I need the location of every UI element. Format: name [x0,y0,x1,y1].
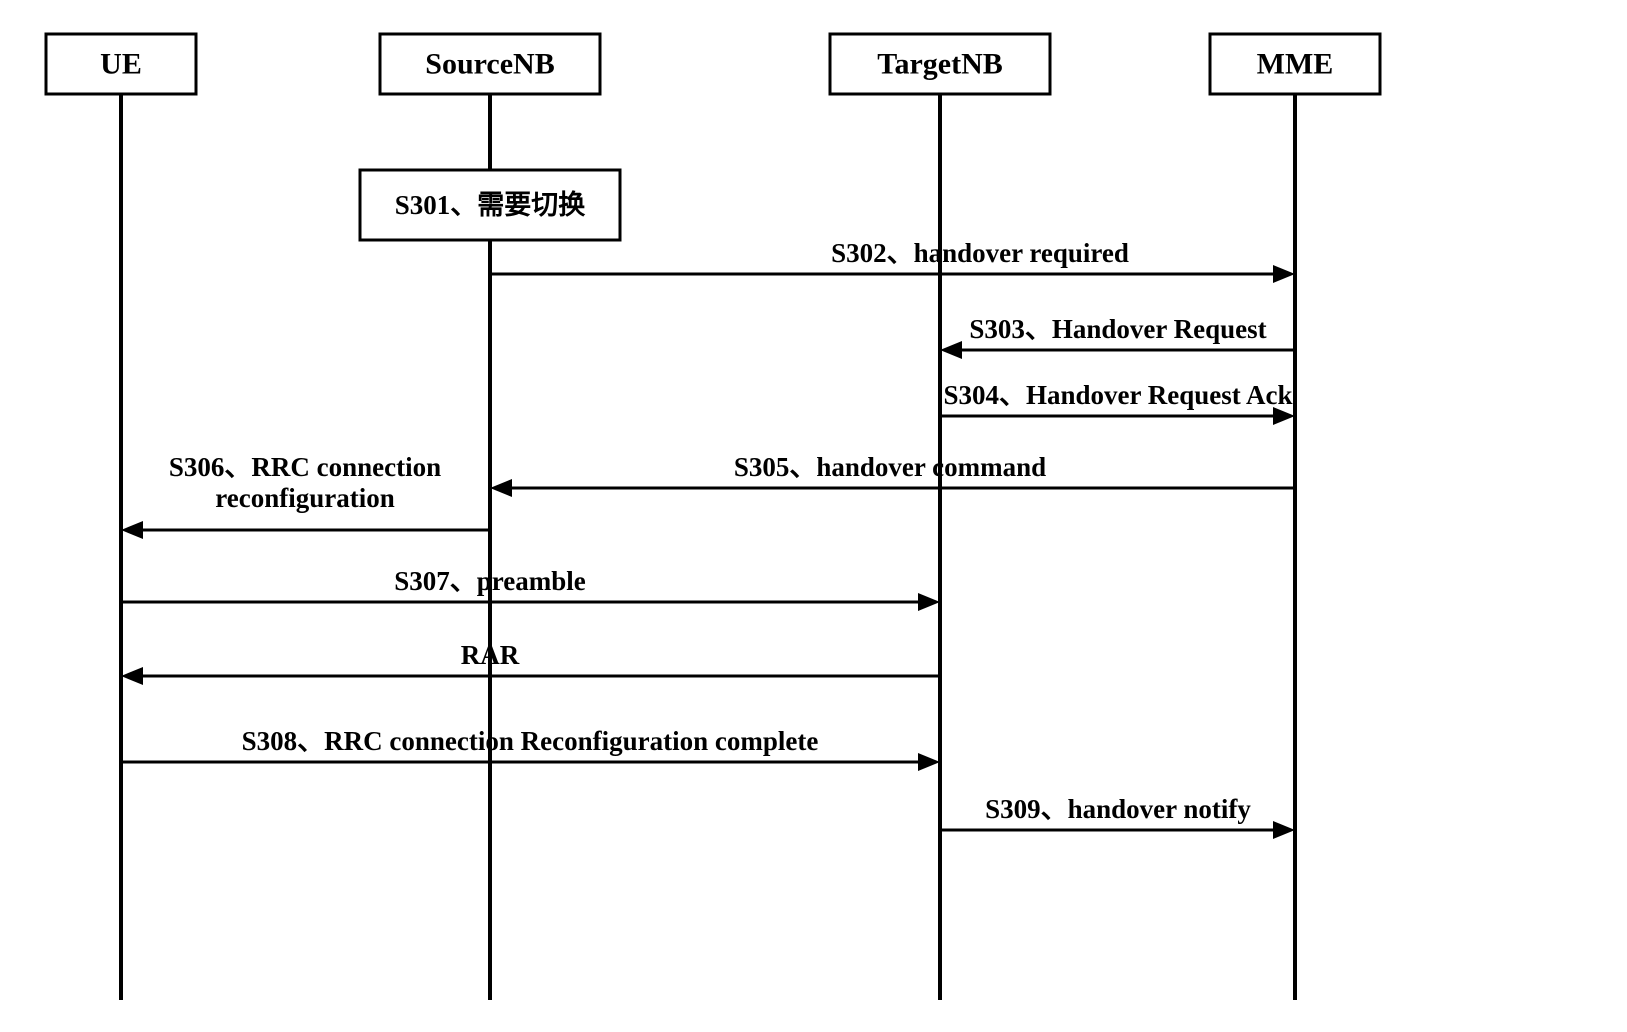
msg-arrowhead-0 [1273,265,1295,283]
actor-label-mme: MME [1257,48,1334,81]
msg-label-5: S307、preamble [394,566,586,596]
self-activity-label: S301、需要切换 [395,190,587,220]
msg-arrowhead-1 [940,341,962,359]
msg-label-6: RAR [461,640,520,670]
msg-arrowhead-6 [121,667,143,685]
actor-label-tgt: TargetNB [877,48,1003,81]
sequence-diagram: UE SourceNB TargetNB MME S301、需要切换 S302、hando… [0,0,1627,1032]
msg-label-3: S305、handover command [734,452,1046,482]
msg-label-2: S304、Handover Request Ack [943,380,1292,410]
msg-arrowhead-7 [918,753,940,771]
actor-label-src: SourceNB [425,48,554,81]
msg-arrowhead-8 [1273,821,1295,839]
msg-label-7: S308、RRC connection Reconfiguration comp… [242,726,819,756]
msg-label-4: S306、RRC connectionreconfiguration [169,452,441,513]
msg-arrowhead-4 [121,521,143,539]
actor-label-ue: UE [100,48,142,81]
msg-arrowhead-3 [490,479,512,497]
msg-label-0: S302、handover required [831,238,1129,268]
msg-arrowhead-5 [918,593,940,611]
msg-label-8: S309、handover notify [985,794,1251,824]
msg-label-1: S303、Handover Request [969,314,1266,344]
